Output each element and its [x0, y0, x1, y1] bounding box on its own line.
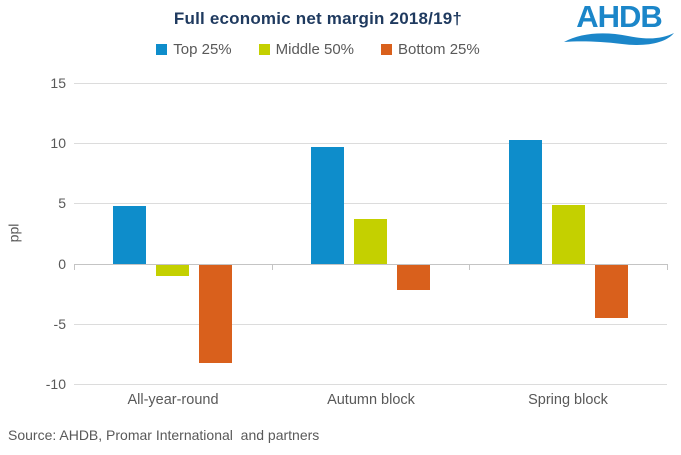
x-axis-line: [74, 264, 667, 265]
legend-swatch-icon: [258, 44, 270, 55]
bar-top-25--1: [311, 147, 344, 264]
y-tick-label: -5: [53, 316, 66, 332]
source-note: Source: AHDB, Promar International and p…: [8, 427, 320, 443]
y-gridline: [74, 83, 667, 84]
y-gridline: [74, 143, 667, 144]
y-tick-label: 5: [58, 195, 66, 211]
x-axis-tick: [469, 264, 470, 270]
y-axis-label: ppl: [5, 223, 22, 243]
ahdb-logo-text: AHDB: [576, 0, 663, 34]
bar-middle-50--0: [156, 265, 189, 276]
legend-label: Top 25%: [173, 41, 232, 58]
y-tick-label: 10: [50, 135, 66, 151]
legend-item-top-25-: Top 25%: [156, 41, 232, 58]
category-label: All-year-round: [127, 392, 219, 408]
bar-top-25--0: [113, 206, 146, 264]
legend-label: Middle 50%: [275, 41, 355, 58]
category-label: Autumn block: [327, 392, 415, 408]
ahdb-logo: AHDB: [562, 0, 676, 48]
chart-legend: Top 25% Middle 50% Bottom 25%: [0, 41, 636, 58]
x-axis-tick: [272, 264, 273, 270]
legend-label: Bottom 25%: [398, 41, 480, 58]
legend-swatch-icon: [156, 44, 168, 55]
y-gridline: [74, 324, 667, 325]
bar-middle-50--2: [552, 205, 585, 264]
y-tick-label: -10: [45, 376, 66, 392]
legend-item-middle-50-: Middle 50%: [258, 41, 355, 58]
legend-item-bottom-25-: Bottom 25%: [381, 41, 480, 58]
x-axis-tick: [74, 264, 75, 270]
y-tick-label: 15: [50, 75, 66, 91]
bar-bottom-25--2: [595, 265, 628, 318]
bar-bottom-25--1: [397, 265, 430, 290]
bar-top-25--2: [509, 140, 542, 264]
ahdb-wave-icon: [564, 33, 674, 45]
legend-swatch-icon: [381, 44, 393, 55]
category-label: Spring block: [528, 392, 608, 408]
y-gridline: [74, 384, 667, 385]
y-gridline: [74, 203, 667, 204]
y-tick-label: 0: [58, 256, 66, 272]
bar-middle-50--1: [354, 219, 387, 264]
x-axis-tick: [667, 264, 668, 270]
chart-title: Full economic net margin 2018/19†: [173, 9, 463, 28]
bar-bottom-25--0: [199, 265, 232, 363]
